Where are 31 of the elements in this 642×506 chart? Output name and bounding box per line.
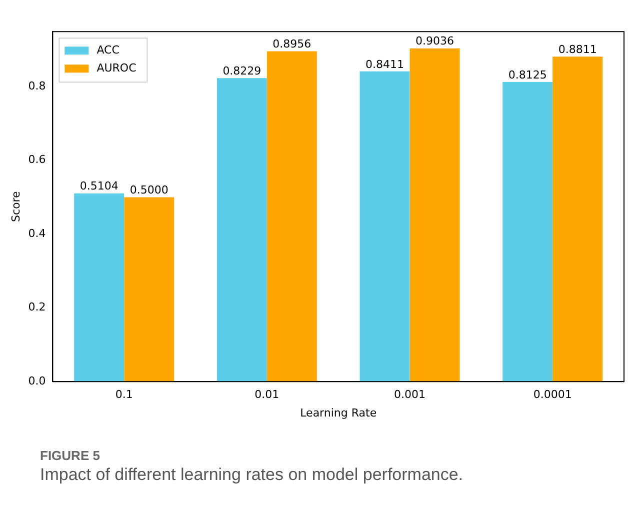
y-tick-label: 0.8 [28,79,46,92]
data-label: 0.8811 [558,43,597,56]
y-tick-label: 0.0 [28,374,46,388]
data-label: 0.8229 [222,64,262,78]
data-label: 0.5000 [130,184,168,197]
bar [266,51,317,382]
y-tick-label: 0.6 [28,153,46,166]
x-tick-label: 0.001 [394,388,426,402]
x-tick-label: 0.1 [115,388,133,402]
y-tick-label: 0.2 [28,300,46,314]
y-tick-label: 0.4 [28,226,46,240]
data-label: 0.5104 [80,180,118,193]
x-axis-title: Learning Rate [300,406,377,420]
data-label: 0.8411 [366,58,404,71]
y-axis-title: Score [9,190,22,222]
legend-label: ACC [96,43,120,56]
x-tick-label: 0.0001 [533,388,572,402]
data-label: 0.9036 [416,34,454,48]
text: Impact of different learning rates on model performance. [40,465,464,485]
bar [360,71,410,382]
bar [552,56,603,382]
legend-label: AUROC [96,61,137,74]
caption: FIGURE 5 [40,448,101,463]
bar [410,48,460,382]
bar [502,82,553,382]
bar [216,78,267,382]
data-label: 0.8125 [508,68,547,82]
x-tick-label: 0.01 [254,388,280,402]
bar [124,197,174,382]
data-label: 0.8956 [272,38,312,51]
bar [74,193,124,382]
